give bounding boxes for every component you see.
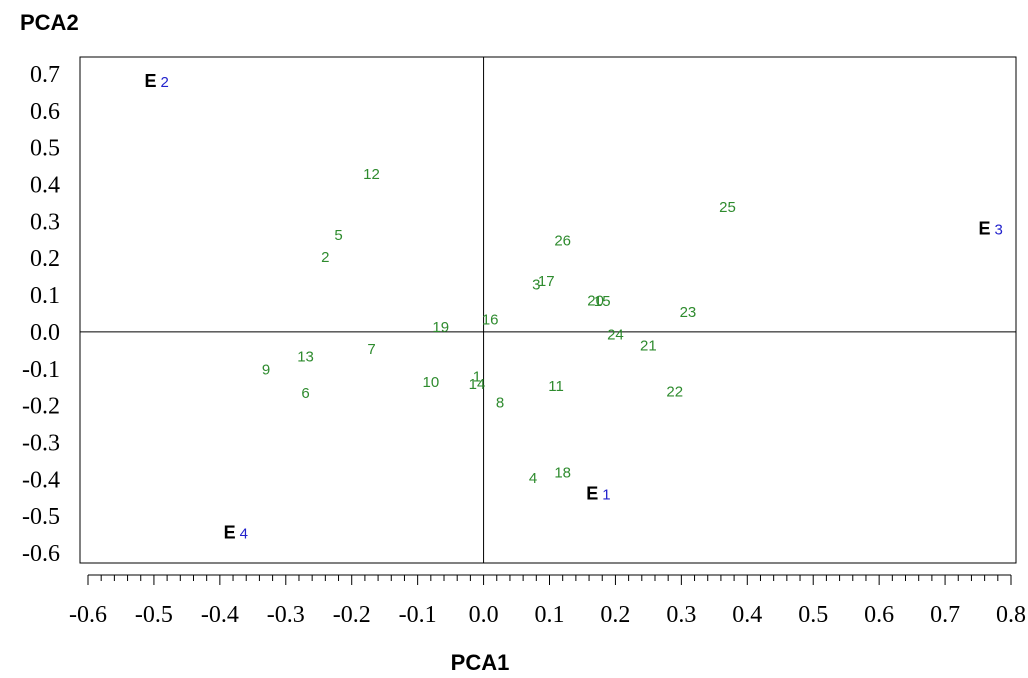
x-axis-title: PCA1 — [451, 650, 510, 675]
genotype-point: 9 — [262, 361, 270, 378]
environment-point: 2 — [161, 74, 169, 91]
genotype-point: 3 — [532, 277, 540, 294]
genotype-point: 5 — [334, 227, 342, 244]
genotype-point: 12 — [363, 166, 380, 183]
genotype-point: 25 — [719, 199, 736, 216]
environment-point: 3 — [995, 221, 1003, 238]
y-axis: 0.7 0.6 0.5 0.4 0.3 0.2 0.1 0.0 -0.1 -0.2 -0.3 -0.4… — [22, 62, 60, 567]
environment-letter: E — [145, 71, 157, 91]
genotype-point: 16 — [482, 312, 499, 329]
x-tick-label: 0.6 — [864, 602, 894, 628]
x-tick-label: 0.2 — [600, 602, 630, 628]
genotype-point: 13 — [297, 348, 314, 365]
genotype-point: 18 — [554, 464, 571, 481]
y-tick-label: 0.5 — [30, 136, 60, 162]
genotype-point: 2 — [321, 249, 329, 266]
x-axis: -0.6 -0.5 -0.4 -0.3 -0.2 -0.1 0.0 0.1 0.2 0.3 0.4 0… — [69, 574, 1026, 628]
genotype-point: 26 — [554, 232, 571, 249]
genotype-point: 7 — [367, 341, 375, 358]
genotype-point: 1 — [473, 369, 481, 386]
environment-point: 4 — [240, 525, 248, 542]
genotype-point: 10 — [422, 374, 439, 391]
x-tick-label: -0.3 — [267, 602, 305, 628]
y-tick-label: -0.3 — [22, 430, 60, 456]
y-tick-label: 0.6 — [30, 99, 60, 125]
y-tick-label: -0.4 — [22, 467, 60, 493]
plot-frame — [79, 56, 1017, 564]
x-tick-label: -0.2 — [333, 602, 371, 628]
genotype-point: 11 — [548, 378, 564, 395]
y-tick-label: 0.3 — [30, 209, 60, 235]
x-tick-label: -0.1 — [399, 602, 437, 628]
environment-point: 1 — [602, 487, 610, 504]
x-tick-label: 0.8 — [996, 602, 1026, 628]
y-tick-label: -0.1 — [22, 357, 60, 383]
genotype-point: 8 — [496, 394, 504, 411]
x-tick-label: -0.6 — [69, 602, 107, 628]
genotype-point: 24 — [607, 326, 624, 343]
y-tick-label: -0.5 — [22, 504, 60, 530]
x-tick-label: 0.1 — [535, 602, 565, 628]
x-tick-label: -0.4 — [201, 602, 239, 628]
genotype-point: 15 — [594, 293, 611, 310]
environment-letter: E — [586, 484, 598, 504]
x-tick-label: 0.0 — [469, 602, 499, 628]
genotype-point: 19 — [432, 319, 449, 336]
reference-lines — [80, 57, 1016, 563]
environment-letter: E — [224, 522, 236, 542]
y-tick-label: -0.2 — [22, 394, 60, 420]
y-axis-title: PCA2 — [20, 10, 79, 35]
x-tick-label: 0.3 — [666, 602, 696, 628]
genotype-point: 4 — [529, 470, 537, 487]
genotype-point: 22 — [666, 383, 683, 400]
genotype-point: 21 — [640, 337, 657, 354]
y-tick-label: -0.6 — [22, 541, 60, 567]
x-tick-label: 0.7 — [930, 602, 960, 628]
x-tick-label: -0.5 — [135, 602, 173, 628]
y-tick-label: 0.4 — [30, 173, 60, 199]
genotype-point: 20 — [587, 292, 604, 309]
environment-letter: E — [979, 218, 991, 238]
y-tick-label: 0.1 — [30, 283, 60, 309]
genotype-point: 14 — [469, 376, 486, 393]
genotype-point: 23 — [680, 304, 697, 321]
y-tick-label: 0.7 — [30, 62, 60, 88]
y-tick-label: 0.0 — [30, 320, 60, 346]
genotype-point: 17 — [538, 273, 555, 290]
x-tick-label: 0.4 — [732, 602, 762, 628]
x-tick-label: 0.5 — [798, 602, 828, 628]
genotype-point: 6 — [301, 385, 309, 402]
y-tick-label: 0.2 — [30, 246, 60, 272]
